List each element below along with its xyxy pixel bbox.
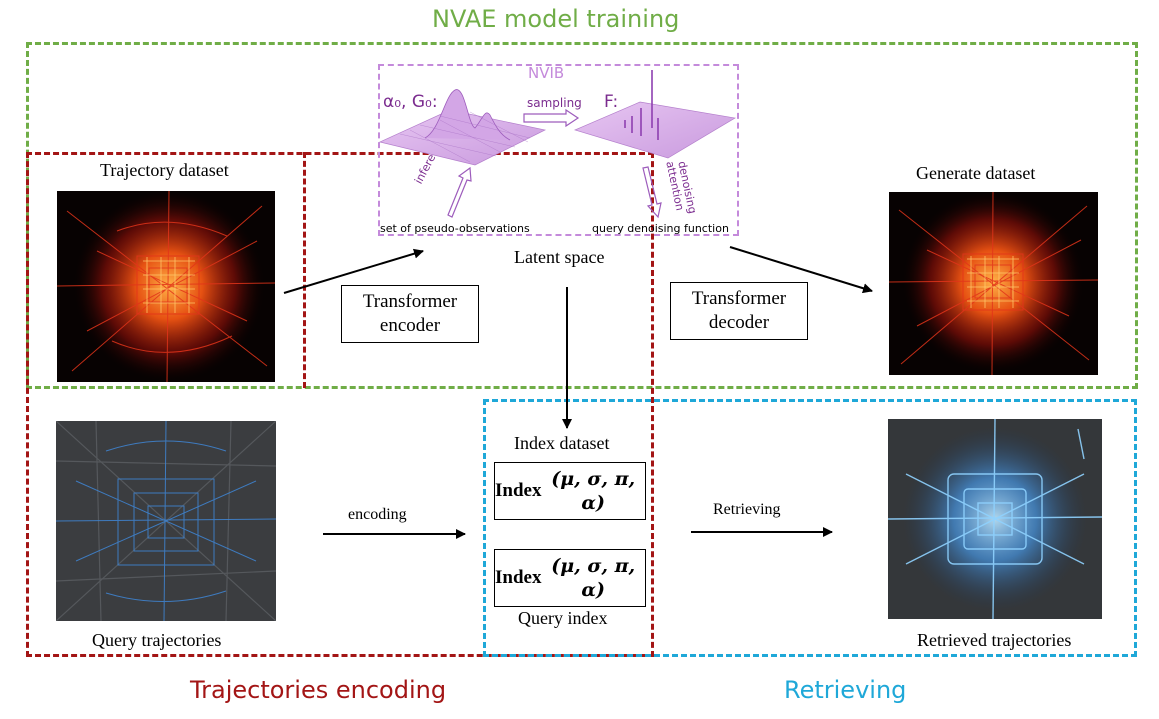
encoder-line-1: Transformer (362, 291, 458, 312)
encoding-region-inner-top (303, 152, 306, 388)
query-index-params: (μ, σ, π, α) (551, 555, 636, 601)
index-text: Index (495, 480, 542, 501)
decoder-line-2: decoder (708, 312, 770, 333)
inference-arrow (447, 166, 472, 218)
query-denoising-label: query denoising function (592, 222, 729, 235)
posterior-label: F: (604, 92, 619, 112)
encoder-line-2: encoder (379, 315, 441, 336)
query-index-label: Query index (518, 608, 608, 628)
sampling-arrow (523, 108, 580, 128)
latent-to-generate-arrow (729, 246, 873, 294)
pseudo-observations-label: set of pseudo-observations (380, 222, 530, 235)
index-params: (μ, σ, π, α) (551, 468, 636, 514)
generated-heatmap-image (889, 192, 1098, 375)
transformer-encoder-box: Transformer encoder (341, 285, 479, 343)
retrieved-trajectories-image (888, 419, 1102, 619)
prior-label: α₀, G₀: (383, 92, 438, 112)
retrieving-section-title: Retrieving (784, 676, 907, 704)
query-index-text: Index (495, 567, 542, 588)
trajectory-dataset-label: Trajectory dataset (100, 160, 229, 180)
encoding-label: encoding (348, 506, 407, 523)
posterior-surface (573, 70, 736, 159)
nvib-panel (378, 64, 739, 236)
retrieving-region (483, 399, 1137, 657)
training-section-title: NVAE model training (432, 5, 680, 33)
decoder-line-1: Transformer (691, 288, 787, 309)
nvib-title: NVIB (528, 64, 565, 82)
trajectory-heatmap-image (57, 191, 275, 382)
query-trajectories-image (56, 421, 276, 621)
encoding-region (26, 152, 654, 657)
encoding-section-title: Trajectories encoding (190, 676, 447, 704)
dataset-to-latent-arrow (283, 248, 424, 294)
transformer-decoder-box: Transformer decoder (670, 282, 808, 340)
retrieved-trajectories-label: Retrieved trajectories (917, 630, 1072, 650)
generate-dataset-label: Generate dataset (916, 163, 1036, 183)
index-dataset-label: Index dataset (514, 433, 610, 453)
sampling-label: sampling (527, 96, 582, 110)
query-index-box: Index (μ, σ, π, α) (494, 549, 646, 607)
index-dataset-box: Index (μ, σ, π, α) (494, 462, 646, 520)
denoising-arrow (642, 166, 662, 219)
retrieving-label: Retrieving (713, 501, 781, 518)
prior-surface (378, 89, 547, 166)
latent-space-label: Latent space (514, 247, 605, 267)
query-trajectories-label: Query trajectories (92, 630, 222, 650)
